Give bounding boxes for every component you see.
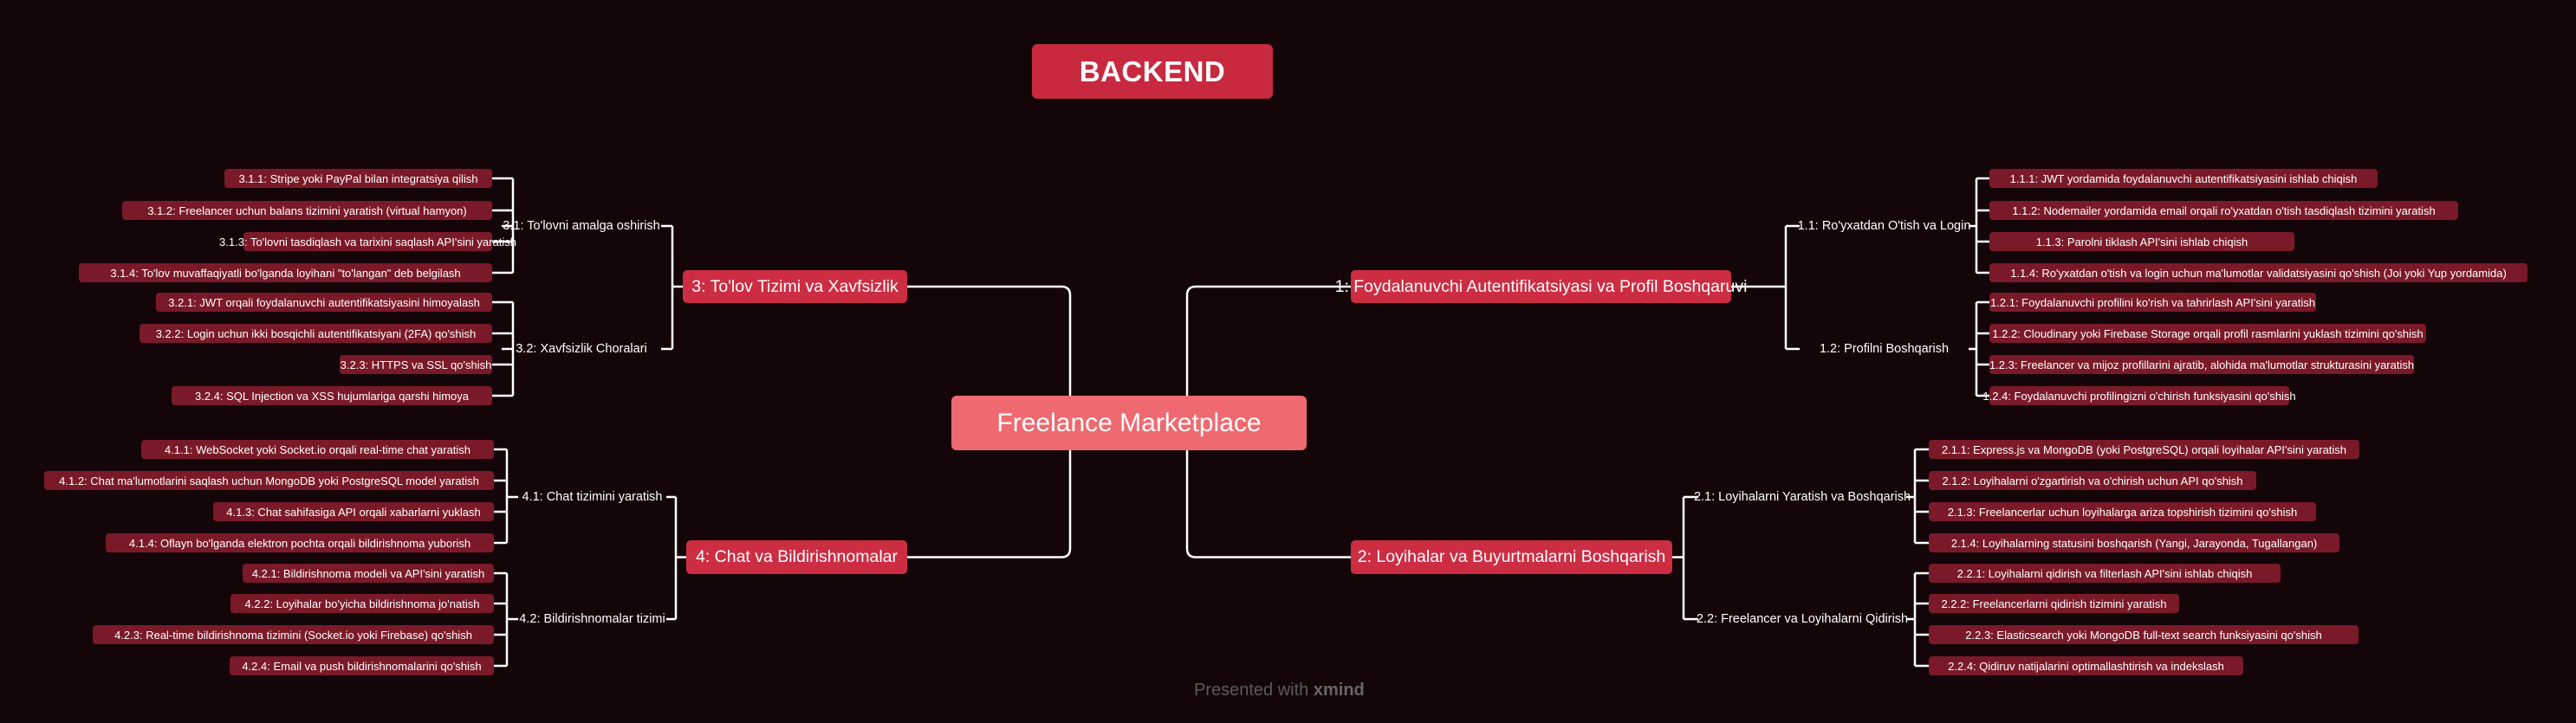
leaf-2-2-2[interactable]: 2.2.2: Freelancerlarni qidirish tizimini…: [1929, 594, 2179, 613]
footer-prefix: Presented with: [1194, 681, 1309, 700]
leaf-1-2-1[interactable]: 1.2.1: Foydalanuvchi profilini ko'rish v…: [1989, 293, 2316, 312]
root-connector-3: [907, 285, 1072, 396]
backend-title: BACKEND: [1032, 44, 1273, 99]
leaf-4-1-1[interactable]: 4.1.1: WebSocket yoki Socket.io orqali r…: [141, 440, 494, 459]
leaf-4-1-4[interactable]: 4.1.4: Oflayn bo'lganda elektron pochta …: [106, 533, 494, 552]
subtopic-2-1[interactable]: 2.1: Loyihalarni Yaratish va Boshqarish: [1693, 490, 1911, 504]
leaf-4-2-4[interactable]: 4.2.4: Email va push bildirishnomalarini…: [230, 656, 494, 675]
subtopic-1-1[interactable]: 1.1: Ro'yxatdan O'tish va Login: [1797, 219, 1971, 233]
subtopic-3-2[interactable]: 3.2: Xavfsizlik Choralari: [516, 342, 647, 356]
subtopic-4-2[interactable]: 4.2: Bildirishnomalar tizimi: [519, 612, 665, 626]
leaf-3-2-2[interactable]: 3.2.2: Login uchun ikki bosqichli autent…: [140, 324, 492, 343]
branch-2-node[interactable]: 2: Loyihalar va Buyurtmalarni Boshqarish: [1351, 540, 1672, 574]
leaf-2-1-2[interactable]: 2.1.2: Loyihalarni o'zgartirish va o'chi…: [1929, 471, 2256, 490]
subtopic-4-1[interactable]: 4.1: Chat tizimini yaratish: [522, 490, 663, 504]
branch-1-node[interactable]: 1: Foydalanuvchi Autentifikatsiyasi va P…: [1335, 270, 1747, 303]
root-node[interactable]: Freelance Marketplace: [951, 396, 1307, 450]
leaf-4-2-3[interactable]: 4.2.3: Real-time bildirishnoma tizimini …: [93, 625, 494, 644]
leaf-1-1-1[interactable]: 1.1.1: JWT yordamida foydalanuvchi auten…: [1989, 169, 2378, 188]
leaf-3-1-1[interactable]: 3.1.1: Stripe yoki PayPal bilan integrat…: [224, 169, 492, 188]
root-connector-4: [907, 450, 1072, 558]
root-connector-1: [1185, 285, 1351, 396]
leaf-2-2-1[interactable]: 2.2.1: Loyihalarni qidirish va filterlas…: [1929, 564, 2281, 583]
leaf-3-1-4[interactable]: 3.1.4: To'lov muvaffaqiyatli bo'lganda l…: [79, 263, 492, 282]
leaf-4-2-2[interactable]: 4.2.2: Loyihalar bo'yicha bildirishnoma …: [230, 594, 494, 613]
leaf-1-2-2[interactable]: 1.2.2: Cloudinary yoki Firebase Storage …: [1989, 324, 2426, 343]
leaf-1-2-4[interactable]: 1.2.4: Foydalanuvchi profilingizni o'chi…: [1982, 386, 2296, 405]
leaf-2-1-1[interactable]: 2.1.1: Express.js va MongoDB (yoki Postg…: [1929, 440, 2359, 459]
leaf-2-1-3[interactable]: 2.1.3: Freelancerlar uchun loyihalarga a…: [1929, 502, 2316, 521]
branch-3-node[interactable]: 3: To'lov Tizimi va Xavfsizlik: [683, 270, 907, 303]
subtopic-3-1[interactable]: 3.1: To'lovni amalga oshirish: [503, 219, 660, 233]
leaf-3-2-1[interactable]: 3.2.1: JWT orqali foydalanuvchi autentif…: [156, 293, 492, 312]
xmind-brand: xmind: [1313, 681, 1365, 700]
branch-4-node[interactable]: 4: Chat va Bildirishnomalar: [686, 540, 907, 574]
leaf-2-2-3[interactable]: 2.2.3: Elasticsearch yoki MongoDB full-t…: [1929, 625, 2359, 644]
leaf-1-1-4[interactable]: 1.1.4: Ro'yxatdan o'tish va login uchun …: [1989, 263, 2527, 282]
subtopic-1-2[interactable]: 1.2: Profilni Boshqarish: [1819, 342, 1950, 356]
leaf-4-1-2[interactable]: 4.1.2: Chat ma'lumotlarini saqlash uchun…: [44, 471, 494, 490]
leaf-2-1-4[interactable]: 2.1.4: Loyihalarning statusini boshqaris…: [1929, 533, 2339, 552]
leaf-1-1-3[interactable]: 1.1.3: Parolni tiklash API'sini ishlab c…: [1989, 232, 2294, 251]
leaf-4-2-1[interactable]: 4.2.1: Bildirishnoma modeli va API'sini …: [243, 564, 494, 583]
leaf-3-1-3[interactable]: 3.1.3: To'lovni tasdiqlash va tarixini s…: [219, 232, 516, 251]
leaf-1-2-3[interactable]: 1.2.3: Freelancer va mijoz profillarini …: [1989, 355, 2414, 374]
leaf-3-1-2[interactable]: 3.1.2: Freelancer uchun balans tizimini …: [122, 201, 492, 220]
leaf-3-2-4[interactable]: 3.2.4: SQL Injection va XSS hujumlariga …: [172, 386, 492, 405]
leaf-3-2-3[interactable]: 3.2.3: HTTPS va SSL qo'shish: [340, 355, 492, 374]
root-connector-2: [1185, 450, 1351, 558]
leaf-1-1-2[interactable]: 1.1.2: Nodemailer yordamida email orqali…: [1989, 201, 2458, 220]
presented-with-footer: Presented with xmind: [1194, 681, 1365, 700]
leaf-2-2-4[interactable]: 2.2.4: Qidiruv natijalarini optimallasht…: [1929, 656, 2243, 675]
subtopic-2-2[interactable]: 2.2: Freelancer va Loyihalarni Qidirish: [1696, 612, 1909, 626]
leaf-4-1-3[interactable]: 4.1.3: Chat sahifasiga API orqali xabarl…: [213, 502, 494, 521]
